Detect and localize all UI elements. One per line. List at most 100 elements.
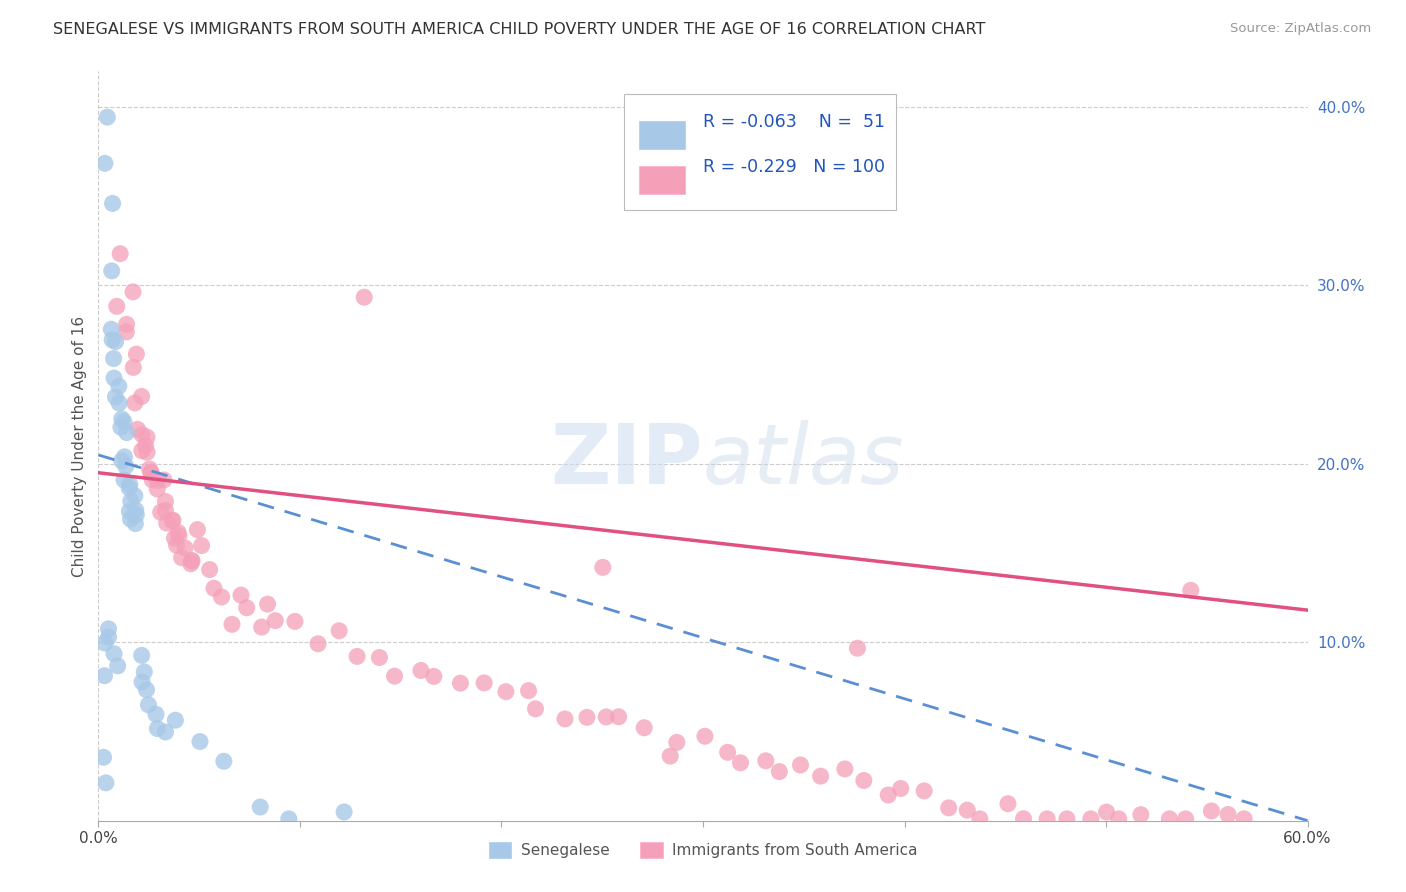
Point [122, 285, 145, 299]
Point [659, 749, 682, 764]
Y-axis label: Child Poverty Under the Age of 16: Child Poverty Under the Age of 16 [72, 316, 87, 576]
Point [211, 590, 233, 604]
Point [131, 443, 153, 458]
Point [160, 514, 183, 528]
Point [167, 528, 190, 542]
Point [235, 600, 257, 615]
Legend: Senegalese, Immigrants from South America: Senegalese, Immigrants from South Americ… [482, 836, 924, 864]
Point [997, 797, 1019, 811]
Point [277, 812, 299, 826]
FancyBboxPatch shape [624, 94, 897, 210]
Point [93, 668, 115, 682]
Point [118, 504, 141, 518]
Point [112, 473, 135, 487]
Point [166, 538, 188, 552]
Point [1174, 812, 1197, 826]
Point [94, 636, 117, 650]
Point [124, 489, 146, 503]
Point [120, 494, 142, 508]
Point [114, 459, 136, 474]
Point [136, 445, 159, 459]
Point [1108, 812, 1130, 826]
Point [956, 803, 979, 817]
Point [1180, 583, 1202, 598]
Point [136, 430, 159, 444]
Point [212, 754, 235, 768]
Point [174, 541, 197, 555]
Point [198, 563, 221, 577]
Point [96, 110, 118, 124]
Point [202, 581, 225, 595]
Point [104, 334, 127, 349]
Point [163, 531, 186, 545]
Point [495, 684, 517, 698]
Point [155, 503, 177, 517]
Point [665, 735, 688, 749]
Point [131, 427, 153, 442]
Point [693, 729, 716, 743]
Point [108, 396, 131, 410]
Point [188, 734, 211, 748]
Point [115, 318, 138, 332]
Point [575, 710, 598, 724]
Point [155, 725, 177, 739]
Point [264, 614, 287, 628]
Point [156, 516, 179, 530]
Point [145, 707, 167, 722]
Point [353, 290, 375, 304]
Point [146, 722, 169, 736]
Point [131, 648, 153, 663]
Point [517, 683, 540, 698]
Point [180, 557, 202, 571]
Point [110, 420, 132, 434]
Point [94, 156, 117, 170]
Point [1080, 812, 1102, 826]
Point [167, 525, 190, 540]
Point [852, 773, 875, 788]
Point [139, 466, 162, 480]
Point [165, 713, 187, 727]
Point [768, 764, 790, 779]
Point [108, 379, 131, 393]
Text: R = -0.063    N =  51: R = -0.063 N = 51 [703, 113, 884, 131]
Point [101, 196, 124, 211]
Point [114, 450, 136, 464]
Text: atlas: atlas [703, 420, 904, 501]
Text: Source: ZipAtlas.com: Source: ZipAtlas.com [1230, 22, 1371, 36]
Point [124, 396, 146, 410]
Point [162, 513, 184, 527]
Point [155, 494, 177, 508]
Point [449, 676, 471, 690]
Point [141, 473, 163, 487]
Point [384, 669, 406, 683]
Point [846, 641, 869, 656]
Point [256, 597, 278, 611]
Point [834, 762, 856, 776]
Point [1129, 807, 1152, 822]
Point [607, 710, 630, 724]
Point [103, 351, 125, 366]
Point [1159, 812, 1181, 826]
Point [938, 801, 960, 815]
Point [118, 481, 141, 495]
Point [97, 630, 120, 644]
Point [409, 664, 432, 678]
Point [890, 781, 912, 796]
Point [595, 710, 617, 724]
Point [284, 615, 307, 629]
Point [127, 422, 149, 436]
Point [307, 637, 329, 651]
Point [124, 516, 146, 531]
Point [125, 503, 148, 517]
Point [250, 620, 273, 634]
Point [131, 675, 153, 690]
Point [1036, 812, 1059, 826]
Point [755, 754, 778, 768]
Point [100, 322, 122, 336]
Point [111, 454, 134, 468]
Point [717, 745, 740, 759]
Point [115, 325, 138, 339]
Point [554, 712, 576, 726]
Point [125, 347, 148, 361]
Point [112, 415, 135, 429]
